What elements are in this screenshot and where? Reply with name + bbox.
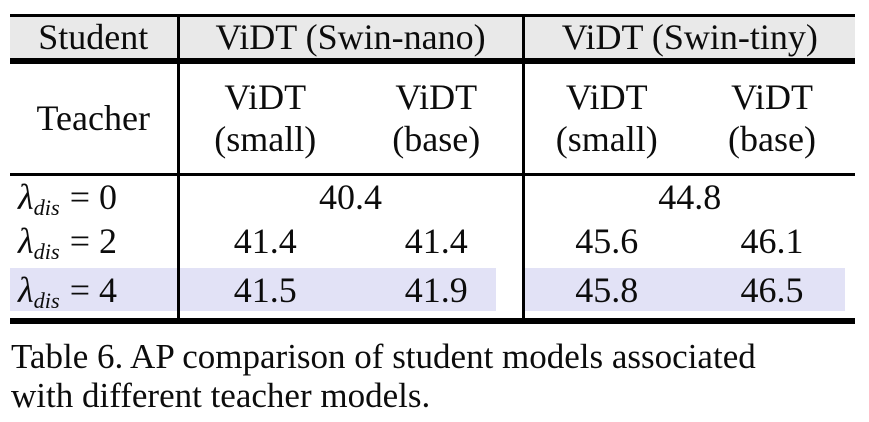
- cell-lambda4-nano-base: 41.9: [351, 264, 524, 322]
- teacher-cell-tiny-small: ViDT (small): [521, 61, 690, 176]
- cell-lambda2-nano-small: 41.4: [176, 219, 351, 265]
- teacher-col-name: ViDT: [565, 77, 648, 118]
- row-label-lambda-4: λdis = 4: [10, 264, 178, 322]
- cell-lambda0-tiny: 44.8: [521, 174, 856, 220]
- table-row-lambda-0: λdis = 0 40.4 44.8: [10, 174, 856, 220]
- lambda-condition: = 4: [69, 270, 118, 311]
- lambda-symbol: λ: [18, 270, 34, 311]
- cell-lambda0-nano: 40.4: [176, 174, 524, 220]
- ap-comparison-table: Student ViDT (Swin-nano) ViDT (Swin-tiny…: [10, 14, 856, 325]
- lambda-subscript: dis: [33, 239, 60, 265]
- cell-lambda2-tiny-base: 46.1: [740, 221, 804, 262]
- table-row-student: Student ViDT (Swin-nano) ViDT (Swin-tiny…: [10, 15, 856, 65]
- teacher-col-name: ViDT: [395, 77, 478, 118]
- cell-lambda2-nano-base: 41.4: [404, 221, 468, 262]
- cell-lambda4-nano-small: 41.5: [176, 264, 351, 322]
- caption-line-2: with different teacher models.: [11, 376, 431, 416]
- teacher-label-cell: Teacher: [10, 61, 178, 176]
- lambda-symbol: λ: [18, 176, 34, 217]
- lambda-symbol: λ: [18, 221, 34, 262]
- lambda-subscript: dis: [33, 288, 60, 314]
- header-cell-student: Student: [10, 15, 178, 65]
- header-cell-swin-nano: ViDT (Swin-nano): [176, 15, 524, 65]
- lambda-condition: = 0: [69, 176, 118, 217]
- cell-lambda4-tiny-small: 45.8: [521, 264, 690, 322]
- lambda-condition: = 2: [69, 221, 118, 262]
- row-label-lambda-2: λdis = 2: [10, 219, 178, 264]
- teacher-cell-nano-small: ViDT (small): [176, 61, 351, 176]
- teacher-col-size: (small): [555, 118, 658, 159]
- table-caption: Table 6. AP comparison of student models…: [11, 337, 869, 415]
- teacher-col-size: (base): [728, 118, 816, 159]
- table-row-lambda-2: λdis = 2 41.4 41.4 45.6 46.1: [10, 219, 855, 265]
- cell-lambda4-tiny-base: 46.5: [689, 264, 856, 322]
- teacher-cell-tiny-base: ViDT (base): [689, 61, 856, 176]
- caption-line-1: Table 6. AP comparison of student models…: [11, 337, 756, 377]
- teacher-col-size: (small): [214, 118, 317, 159]
- teacher-col-size: (base): [392, 118, 481, 159]
- teacher-col-name: ViDT: [224, 77, 307, 118]
- teacher-col-name: ViDT: [731, 77, 813, 118]
- cell-lambda2-tiny-small: 45.6: [521, 219, 690, 265]
- teacher-cell-nano-base: ViDT (base): [351, 61, 524, 176]
- row-label-lambda-0: λdis = 0: [10, 174, 178, 219]
- table-row-teacher: Teacher ViDT (small) ViDT (base) ViDT (s…: [10, 61, 856, 176]
- table-row-lambda-4-highlighted: λdis = 4 41.5 41.9 45.8 46.5: [10, 264, 856, 322]
- header-cell-swin-tiny: ViDT (Swin-tiny): [521, 15, 856, 65]
- lambda-subscript: dis: [33, 195, 60, 221]
